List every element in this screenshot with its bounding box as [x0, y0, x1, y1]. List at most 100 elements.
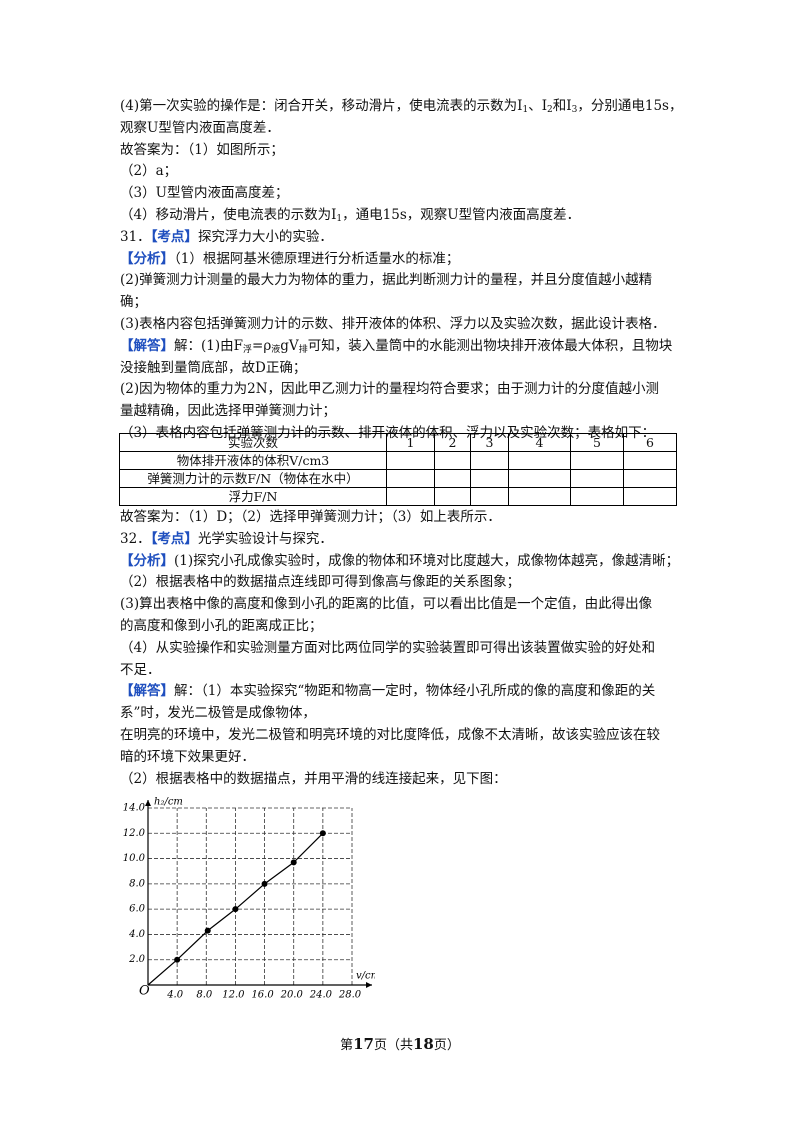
- table-cell: [434, 469, 471, 488]
- subscript: 3: [571, 105, 578, 115]
- table-cell: [623, 469, 677, 488]
- text-line: (2)因为物体的重力为2N，因此甲乙测力计的量程均符合要求；由于测力计的分度值越…: [120, 379, 690, 401]
- data-table: 实验次数 1 2 3 4 5 6 物体排开液体的体积V/cm3 弹簧测力计的示数F/N（物体在水…: [119, 433, 677, 506]
- text-line: 确；: [120, 292, 690, 314]
- text-line: 【解答】解：(1)由F浮=ρ液gV排可知，装入量筒中的水能测出物块排开液体最大体…: [120, 336, 690, 358]
- table-cell: [623, 487, 677, 506]
- text-run: 量越精确，因此选择甲弹簧测力计；: [120, 403, 336, 420]
- table-cell: [508, 469, 571, 488]
- text-run: (2)弹簧测力计测量的最大力为物体的重力，据此判断测力计的量程，并且分度值越小越…: [120, 272, 653, 289]
- text-line: (4)第一次实验的操作是：闭合开关，移动滑片，使电流表的示数为I1、I2和I3，…: [120, 96, 690, 118]
- text-line: 量越精确，因此选择甲弹簧测力计；: [120, 401, 690, 423]
- section-tag: 【解答】: [120, 683, 174, 700]
- table-cell: [386, 451, 435, 470]
- subscript: 2: [547, 105, 553, 115]
- text-run: （4）从实验操作和实验测量方面对比两位同学的实验装置即可得出该装置做实验的好处和: [120, 639, 656, 656]
- text-line: 没接触到量筒底部，故D正确；: [120, 358, 690, 380]
- text-run: 、I: [528, 98, 548, 114]
- text-run: (1)探究小孔成像实验时，成像的物体和环境对比度越大，成像物体越亮，像越清晰；: [174, 552, 680, 569]
- x-tick-label: 16.0: [251, 990, 274, 1001]
- table-cell: [434, 487, 471, 506]
- data-point: [232, 906, 239, 913]
- text-run: 解：（1）本实验探究“物距和物高一定时，物体经小孔所成的像的高度和像距的关: [174, 683, 656, 700]
- text-run: 确；: [120, 294, 147, 311]
- table-header-cell: 6: [623, 433, 677, 452]
- table-cell: 弹簧测力计的示数F/N（物体在水中）: [119, 469, 387, 488]
- text-run: (4)第一次实验的操作是：闭合开关，移动滑片，使电流表的示数为I: [120, 98, 523, 114]
- text-run: gV: [280, 337, 299, 354]
- table-header-cell: 2: [434, 433, 471, 452]
- y-axis-arrow: [145, 800, 151, 806]
- table-cell: [508, 487, 571, 506]
- section-tag: 【考点】: [150, 228, 198, 245]
- x-tick-label: 4.0: [166, 990, 184, 1001]
- text-run: (3)算出表格中像的高度和像到小孔的距离的比值，可以看出比值是一个定值，由此得出…: [120, 596, 653, 613]
- text-run: （3）U型管内液面高度差；: [120, 185, 289, 202]
- table-cell: [570, 469, 624, 488]
- text-block: 故答案为：（1）D；（2）选择甲弹簧测力计；（3）如上表所示． 32．【考点】光学…: [120, 507, 690, 790]
- text-line: 31．【考点】探究浮力大小的实验．: [120, 227, 690, 249]
- chart: 4.0 8.0 12.0 16.0 20.0 24.0 28.0 2.0 4.0 6.0 8.0 10…: [123, 797, 375, 1001]
- table-header-cell: 3: [470, 433, 509, 452]
- text-run: 32．: [120, 530, 151, 547]
- subscript: 1: [522, 105, 529, 115]
- y-tick-label: 10.0: [123, 853, 146, 864]
- x-axis-arrow: [366, 982, 372, 988]
- table-cell: [508, 451, 571, 470]
- data-point: [261, 880, 268, 887]
- table-cell: [434, 451, 471, 470]
- y-tick-label: 4.0: [128, 929, 146, 940]
- text-run: （2）根据表格中的数据描点连线即可得到像高与像距的关系图象；: [120, 574, 521, 591]
- y-tick-label: 6.0: [129, 904, 146, 915]
- text-line: （2）根据表格中的数据描点连线即可得到像高与像距的关系图象；: [120, 572, 690, 594]
- text-run: 可知，装入量筒中的水能测出物块排开液体最大体积，且物块: [307, 337, 673, 354]
- text-line: (3)表格内容包括弹簧测力计的示数、排开液体的体积、浮力以及实验次数，据此设计表…: [120, 314, 690, 336]
- text-run: 第: [340, 1038, 354, 1053]
- text-run: (2)因为物体的重力为2N，因此甲乙测力计的量程均符合要求；由于测力计的分度值越…: [120, 381, 660, 398]
- text-run: （4）移动滑片，使电流表的示数为I: [120, 206, 337, 223]
- text-line: （3）U型管内液面高度差；: [120, 183, 690, 205]
- text-run: 的高度和像到小孔的距离成正比；: [120, 617, 323, 634]
- y-axis-label: h₂/cm: [154, 797, 183, 808]
- table-cell: [570, 487, 624, 506]
- table-header-cell: 5: [570, 433, 624, 452]
- text-line: 在明亮的环境中，发光二极管和明亮环境的对比度降低，成像不太清晰，故该实验应该在较: [120, 725, 690, 747]
- text-run: ，分别通电15s，: [577, 98, 683, 114]
- text-run: 31．: [120, 228, 151, 245]
- data-point: [204, 927, 211, 934]
- text-run: 探究浮力大小的实验．: [197, 228, 333, 245]
- text-line: （4）从实验操作和实验测量方面对比两位同学的实验装置即可得出该装置做实验的好处和: [120, 638, 690, 660]
- table-row: 实验次数 1 2 3 4 5 6: [119, 433, 677, 452]
- text-line: 不足．: [120, 660, 690, 682]
- text-run: 没接触到量筒底部，故D正确；: [120, 359, 307, 376]
- section-tag: 【考点】: [150, 530, 198, 547]
- text-run: 暗的环境下效果更好．: [120, 748, 255, 765]
- x-tick-label: 20.0: [280, 990, 304, 1001]
- subscript: 排: [298, 344, 308, 355]
- page-number: 17: [353, 1035, 374, 1053]
- text-run: ，通电15s，观察U型管内液面高度差．: [342, 206, 581, 223]
- subscript: 1: [336, 213, 343, 224]
- text-line: 32．【考点】光学实验设计与探究．: [120, 529, 690, 551]
- text-line: 故答案为：（1）如图所示；: [120, 140, 690, 162]
- text-line: (3)算出表格中像的高度和像到小孔的距离的比值，可以看出比值是一个定值，由此得出…: [120, 594, 690, 616]
- data-point: [290, 859, 297, 866]
- table-row: 弹簧测力计的示数F/N（物体在水中）: [119, 469, 677, 488]
- table-row: 浮力F/N: [119, 487, 677, 506]
- text-line: 暗的环境下效果更好．: [120, 747, 690, 769]
- text-run: 故答案为：（1）如图所示；: [120, 141, 284, 158]
- table-cell: [623, 451, 677, 470]
- x-tick-label: 28.0: [338, 990, 362, 1001]
- text-line: 故答案为：（1）D；（2）选择甲弹簧测力计；（3）如上表所示．: [120, 507, 690, 529]
- data-point: [319, 830, 326, 837]
- y-tick-label: 2.0: [128, 954, 146, 965]
- x-tick-label: 12.0: [222, 990, 245, 1001]
- text-line: 【分析】(1)探究小孔成像实验时，成像的物体和环境对比度越大，成像物体越亮，像越…: [120, 551, 690, 573]
- x-axis-label: v/cm: [356, 971, 375, 982]
- table-cell: [470, 487, 509, 506]
- table-cell: 浮力F/N: [119, 487, 387, 506]
- text-run: （2）a；: [120, 163, 178, 180]
- table-header-cell: 4: [508, 433, 571, 452]
- table-cell: [470, 451, 509, 470]
